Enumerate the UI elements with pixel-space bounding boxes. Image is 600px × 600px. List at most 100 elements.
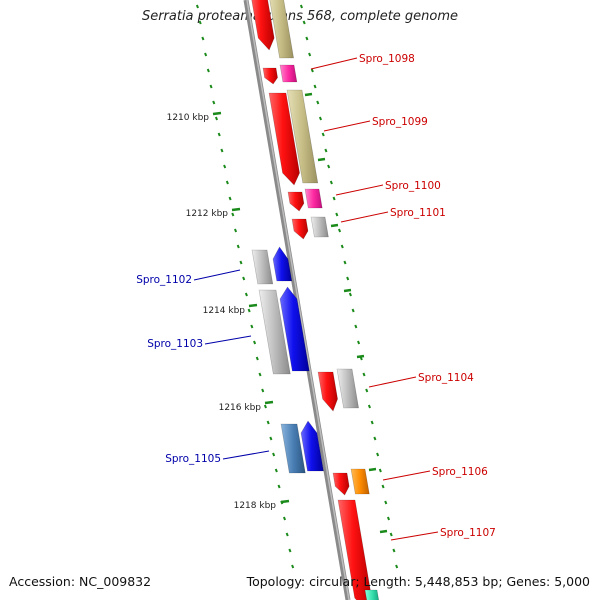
length-label: Length: — [363, 574, 411, 589]
genes-label: Genes: — [506, 574, 551, 589]
ruler-major-tick — [356, 354, 365, 359]
ruler-dot — [269, 436, 273, 441]
ruler-dot — [392, 548, 396, 553]
topology-label: Topology: — [246, 574, 306, 589]
ruler-dot — [272, 452, 276, 457]
ruler-dot — [299, 4, 303, 9]
ruler-dot — [261, 388, 265, 393]
ruler-dot — [327, 164, 331, 169]
ruler-dot — [285, 532, 289, 537]
ruler-dot — [324, 148, 328, 153]
ruler-label: 1212 kbp — [186, 209, 229, 219]
ruler-major-tick — [379, 529, 388, 534]
gene-label-spro-1103[interactable]: Spro_1103 — [147, 338, 203, 350]
ruler-major-tick — [264, 400, 274, 405]
ruler-dot — [321, 132, 325, 137]
ruler-dot — [310, 68, 314, 73]
ruler-dot — [389, 532, 393, 537]
gene-label-spro-1102[interactable]: Spro_1102 — [136, 274, 192, 286]
ruler-major-tick — [280, 499, 290, 504]
gene-label-spro-1105[interactable]: Spro_1105 — [165, 453, 221, 465]
gene-arrow — [258, 289, 291, 375]
ruler-dot — [266, 420, 270, 425]
ruler-track — [195, 4, 399, 569]
ruler-dot — [373, 436, 377, 441]
ruler-dot — [395, 564, 399, 569]
length-value: 5,448,853 bp — [414, 574, 499, 589]
label-leader-line — [368, 376, 417, 388]
ruler-dot — [302, 20, 306, 25]
gene-label-spro-1106[interactable]: Spro_1106 — [432, 466, 488, 478]
gene-arrow — [251, 0, 275, 51]
ruler-dot — [217, 132, 221, 137]
ruler-dot — [228, 196, 232, 201]
ruler-major-tick — [212, 111, 222, 116]
ruler-dot — [263, 404, 267, 409]
ruler-dot — [376, 452, 380, 457]
ruler-dot — [253, 340, 257, 345]
gene-arrow — [279, 64, 298, 83]
ruler-dot — [255, 356, 259, 361]
gene-arrow — [262, 67, 278, 85]
ruler-dot — [236, 244, 240, 249]
gene-arrow — [350, 468, 370, 495]
ruler-dot — [223, 164, 227, 169]
label-leader-line — [382, 470, 431, 481]
ruler-dot — [274, 468, 278, 473]
ruler-dot — [234, 228, 238, 233]
label-leader-line — [323, 120, 371, 132]
ruler-dot — [340, 244, 344, 249]
ruler-dot — [357, 340, 361, 345]
gene-arrow — [310, 216, 329, 238]
gene-label-spro-1098[interactable]: Spro_1098 — [359, 53, 415, 65]
ruler-dot — [250, 324, 254, 329]
ruler-dot — [282, 516, 287, 521]
ruler-dot — [212, 100, 216, 105]
label-leader-line — [222, 450, 270, 460]
gene-arrow — [317, 371, 338, 412]
ruler-dot — [277, 484, 281, 489]
ruler-dot — [378, 468, 382, 473]
ruler-dot — [231, 212, 235, 217]
gene-label-spro-1101[interactable]: Spro_1101 — [390, 207, 446, 219]
gene-arrow — [364, 589, 380, 600]
ruler-dot — [242, 276, 246, 281]
gene-arrow — [280, 423, 306, 474]
gene-label-spro-1107[interactable]: Spro_1107 — [440, 527, 496, 539]
ruler-major-tick — [231, 207, 241, 212]
gene-arrow — [268, 92, 300, 186]
ruler-dot — [204, 52, 208, 57]
ruler-dot — [329, 180, 333, 185]
ruler-dot — [365, 388, 369, 393]
gene-arrow — [300, 420, 324, 472]
ruler-major-tick — [368, 467, 377, 472]
ruler-dot — [386, 516, 391, 521]
ruler-dot — [318, 116, 323, 121]
ruler-dot — [346, 276, 350, 281]
ruler-dot — [354, 324, 358, 329]
gene-arrow — [269, 0, 294, 59]
gene-arrow — [332, 472, 350, 496]
accession-label: Accession: — [9, 574, 76, 589]
gene-label-spro-1100[interactable]: Spro_1100 — [385, 180, 441, 192]
ruler-label: 1210 kbp — [167, 113, 210, 123]
ruler-dot — [343, 260, 347, 265]
gene-label-spro-1099[interactable]: Spro_1099 — [372, 116, 428, 128]
ruler-dot — [332, 196, 336, 201]
ruler-major-tick — [304, 92, 313, 97]
ruler-label: 1218 kbp — [234, 501, 277, 511]
gene-label-spro-1104[interactable]: Spro_1104 — [418, 372, 474, 384]
label-leader-line — [193, 269, 241, 281]
ruler-dot — [291, 564, 295, 569]
gene-arrow — [337, 499, 373, 600]
ruler-dot — [247, 308, 251, 313]
ruler-dot — [195, 4, 199, 9]
ruler-dot — [239, 260, 243, 265]
ruler-dot — [214, 116, 219, 121]
ruler-dot — [348, 292, 352, 297]
gene-arrow — [272, 246, 293, 282]
ruler-major-tick — [343, 288, 352, 293]
ruler-label: 1216 kbp — [219, 403, 262, 413]
ruler-dot — [362, 372, 366, 377]
ruler-dot — [244, 292, 248, 297]
